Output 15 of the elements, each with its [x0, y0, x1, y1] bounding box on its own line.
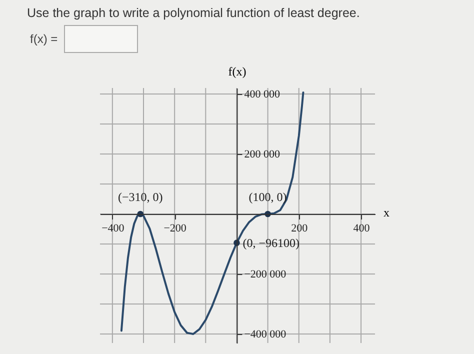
- x-tick-label: 200: [291, 222, 308, 234]
- annotation: (0, −96100): [242, 236, 300, 250]
- chart-title: Use the graph to write a polynomial function of least degree.: [27, 6, 360, 20]
- annotation: (−310, 0): [118, 190, 163, 204]
- y-tick-label: −400 000: [244, 328, 287, 340]
- x-axis-title: x: [384, 206, 390, 220]
- y-tick-label: −200 000: [244, 268, 287, 280]
- y-tick-label: 400 000: [244, 88, 280, 100]
- y-tick-label: 200 000: [244, 148, 280, 160]
- y-axis-title: f(x): [228, 64, 246, 78]
- annotation: (100, 0): [248, 190, 287, 204]
- x-tick-label: −400: [102, 222, 125, 234]
- text: f(x) =: [30, 32, 58, 46]
- x-tick-label: 400: [353, 222, 370, 234]
- x-tick-label: −200: [164, 222, 187, 234]
